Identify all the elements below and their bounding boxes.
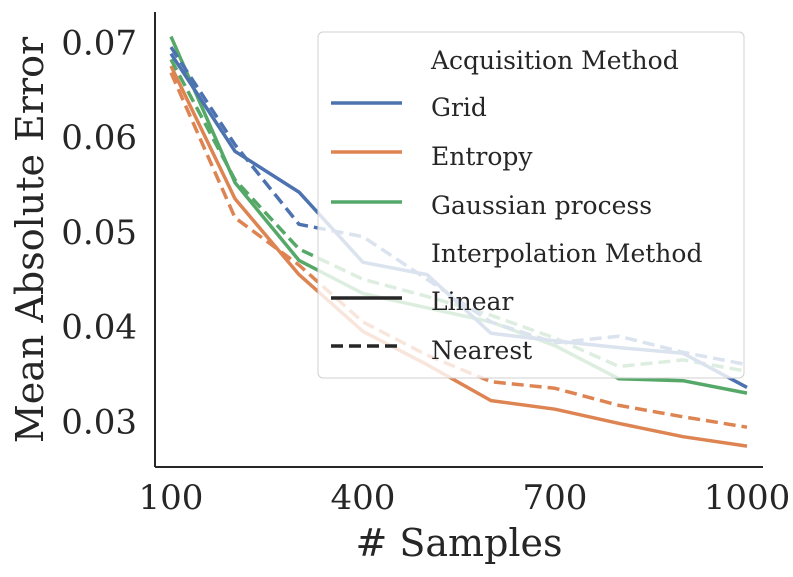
x-tick-label-400: 400: [331, 478, 396, 518]
x-tick-label-1000: 1000: [704, 478, 791, 518]
legend-label-gaussian-process: Gaussian process: [431, 191, 652, 220]
x-axis-title: # Samples: [355, 521, 562, 565]
legend-label-grid: Grid: [431, 93, 487, 122]
y-tick-label-0-06: 0.06: [61, 118, 137, 158]
x-tick-label-100: 100: [139, 478, 204, 518]
legend-title-acquisition: Acquisition Method: [430, 46, 679, 75]
y-axis-title: Mean Absolute Error: [8, 36, 52, 443]
legend-title-interpolation: Interpolation Method: [431, 239, 702, 268]
tick-labels: 100 400 700 1000 0.03 0.04 0.05 0.06 0.07: [61, 23, 790, 518]
legend-label-entropy: Entropy: [431, 142, 533, 171]
legend-label-linear: Linear: [431, 287, 513, 316]
legend-frame: [317, 31, 745, 379]
legend-label-nearest: Nearest: [431, 336, 532, 365]
y-tick-label-0-03: 0.03: [61, 403, 137, 443]
y-tick-label-0-07: 0.07: [61, 23, 137, 63]
series-line-entropy-linear: [169, 65, 748, 448]
axes: [154, 12, 763, 468]
y-tick-label-0-05: 0.05: [61, 213, 137, 253]
legend: Acquisition Method Grid Entropy Gaussian…: [317, 31, 745, 379]
x-tick-label-700: 700: [523, 478, 588, 518]
series-line-entropy-nearest: [169, 71, 748, 429]
y-tick-label-0-04: 0.04: [61, 308, 137, 348]
